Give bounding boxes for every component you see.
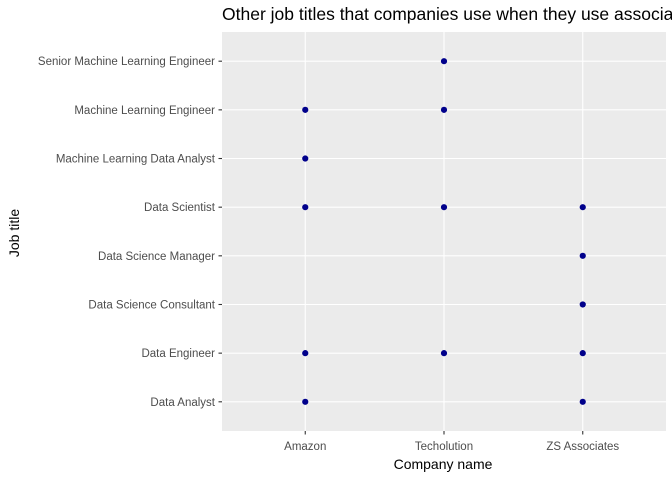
data-point xyxy=(302,106,309,113)
x-tick-label: ZS Associates xyxy=(546,441,619,453)
data-point xyxy=(440,204,448,211)
data-point xyxy=(579,301,586,308)
x-axis-tick-labels: Amazon Techolution ZS Associates xyxy=(284,441,619,453)
data-point xyxy=(302,204,309,211)
chart-title: Other job titles that companies use when… xyxy=(222,4,672,24)
data-point xyxy=(579,398,586,405)
y-tick-label: Data Analyst xyxy=(150,397,215,409)
y-tick-label: Data Engineer xyxy=(141,348,215,360)
x-tick-label: Amazon xyxy=(284,441,326,453)
data-points xyxy=(302,58,586,405)
data-point xyxy=(302,398,309,405)
data-point xyxy=(440,350,448,357)
axis-ticks xyxy=(218,60,584,435)
data-point xyxy=(302,350,309,357)
x-tick-label: Techolution xyxy=(415,441,473,453)
y-tick-label: Data Scientist xyxy=(144,202,216,214)
y-axis-tick-labels: Data Analyst Data Engineer Data Science Co… xyxy=(38,56,216,409)
y-tick-label: Data Science Consultant xyxy=(88,299,215,311)
data-point xyxy=(579,252,586,259)
y-tick-label: Machine Learning Data Analyst xyxy=(56,154,216,166)
data-point xyxy=(579,204,586,211)
x-axis-title: Company name xyxy=(394,456,493,472)
data-point xyxy=(440,106,448,113)
y-tick-label: Machine Learning Engineer xyxy=(74,105,215,117)
data-point xyxy=(440,58,448,65)
data-point xyxy=(302,155,309,162)
y-axis-title: Job title xyxy=(6,209,22,257)
data-point xyxy=(579,350,586,357)
y-tick-label: Data Science Manager xyxy=(98,251,215,263)
y-tick-label: Senior Machine Learning Engineer xyxy=(38,56,215,68)
